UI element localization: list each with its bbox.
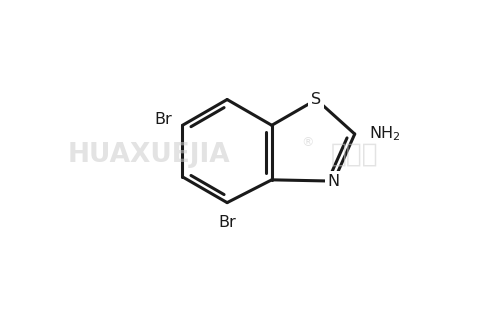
Text: 化学加: 化学加	[330, 142, 378, 168]
Text: N: N	[327, 174, 340, 188]
Text: S: S	[311, 92, 322, 107]
Text: NH$_2$: NH$_2$	[369, 125, 400, 143]
Text: HUAXUEJIA: HUAXUEJIA	[68, 142, 230, 168]
Text: Br: Br	[218, 214, 236, 229]
Text: ®: ®	[301, 136, 314, 149]
Text: Br: Br	[155, 112, 172, 127]
